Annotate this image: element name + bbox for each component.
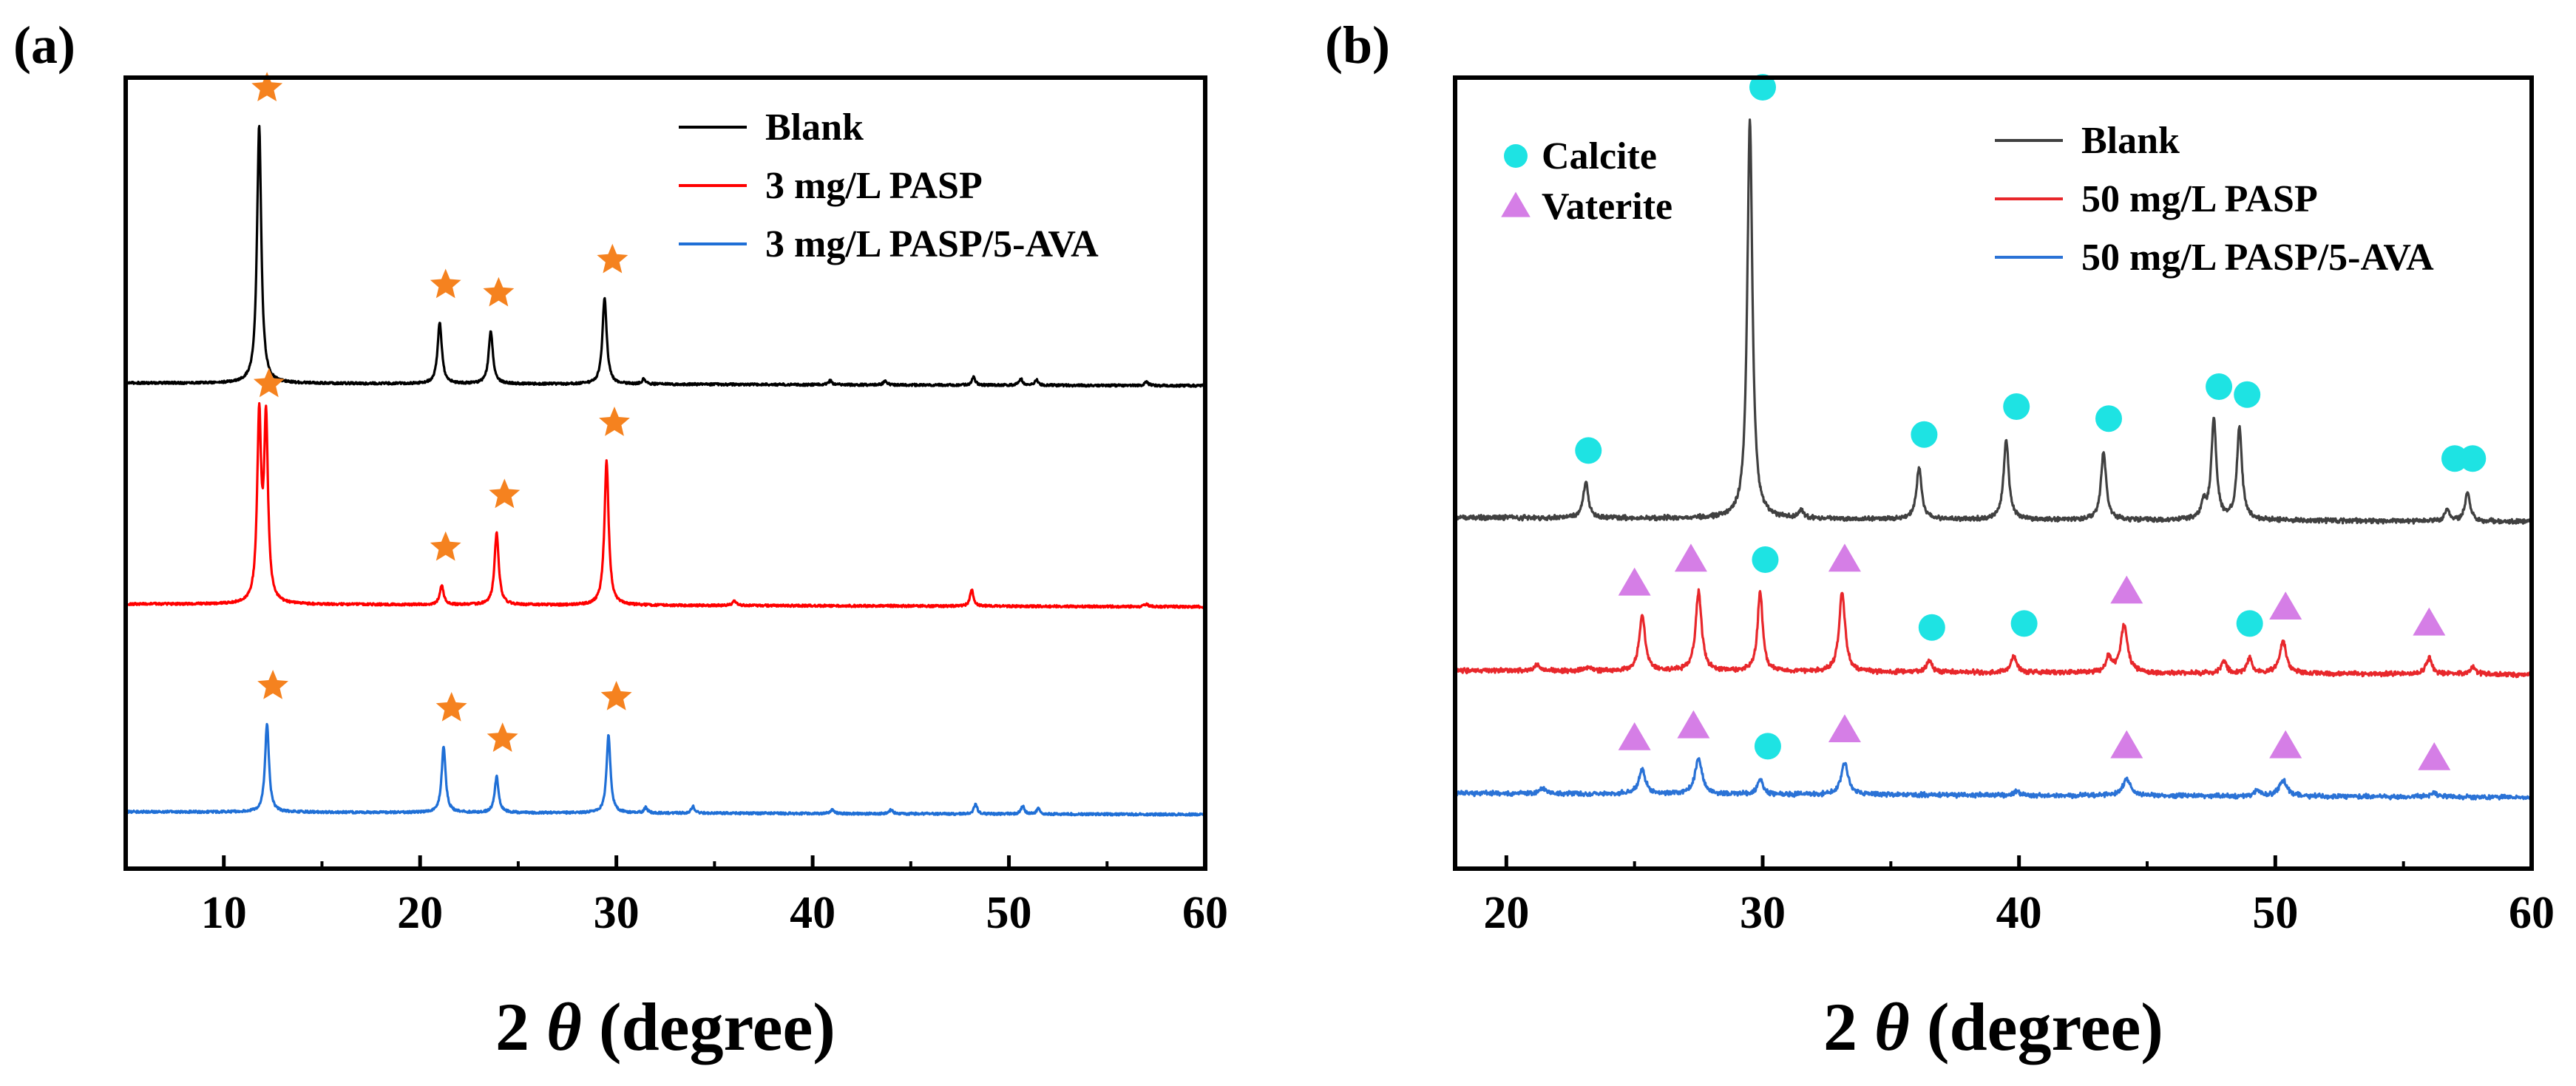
panel-b-x-tick-label-1: 20 [1483, 888, 1529, 938]
panel-b-trace-1 [1454, 118, 2533, 525]
panel-b-plot-frame [1453, 75, 2534, 871]
panel-b-series-2-marker-10-triangle-icon [2413, 607, 2446, 636]
panel-b-phase-legend: Calcite Vaterite [1501, 135, 1672, 228]
panel-b-x-tick-label-3: 40 [1996, 888, 2042, 938]
panel-b-markers [1575, 74, 2487, 770]
panel-a-series-1-marker-1-star-icon [251, 72, 283, 101]
panel-b-series-1-marker-2-circle-icon [1749, 74, 1776, 101]
panel-b-x-axis-title: 2 θ (degree) [1823, 989, 2163, 1065]
panel-a-series-2-marker-3-star-icon [489, 478, 521, 509]
panel-a-series-3-marker-4-star-icon [600, 681, 632, 710]
panel-b-series-3-marker-3-circle-icon [1754, 733, 1781, 760]
panel-b-series-1-marker-6-circle-icon [2206, 373, 2233, 400]
panel-a-series-1-marker-2-star-icon [430, 268, 461, 299]
panel-b-x-tick-label-2: 30 [1740, 888, 1786, 938]
panel-b-series-2-marker-8-circle-icon [2236, 610, 2263, 637]
panel-b-series-1-marker-1-circle-icon [1575, 437, 1602, 464]
panel-b-series-1-marker-5-circle-icon [2095, 405, 2122, 432]
panel-b-series-1-marker-9-circle-icon [2459, 445, 2487, 472]
panel-a-series-2-marker-4-star-icon [599, 407, 630, 436]
panel-a-x-tick-label-5: 50 [986, 888, 1032, 938]
panel-a-markers [251, 72, 632, 752]
panel-a-x-tick-label-3: 30 [594, 888, 640, 938]
panel-a-x-axis-title-theta: θ [546, 989, 582, 1065]
panel-a-trace-1 [125, 124, 1207, 388]
panel-b-series-2-marker-9-triangle-icon [2269, 591, 2302, 620]
panel-b-series-2-marker-4-triangle-icon [1828, 543, 1861, 572]
panel-b-series-3-marker-4-triangle-icon [1828, 714, 1861, 742]
panel-a-series-1-marker-4-star-icon [597, 243, 628, 274]
panel-a-series-2-marker-2-star-icon [430, 531, 461, 561]
panel-b-x-tick-label-5: 60 [2509, 888, 2555, 938]
panel-b-series-2-marker-7-triangle-icon [2110, 575, 2143, 604]
panel-b-phase-legend-circle-icon [1504, 144, 1528, 168]
panel-a-traces [124, 124, 1207, 817]
panel-a-x-axis-title-prefix: 2 [495, 989, 529, 1065]
panel-a-series-3-marker-1-star-icon [257, 670, 288, 699]
panel-b-series-3-marker-6-triangle-icon [2269, 730, 2302, 758]
panel-a-series-3-marker-2-star-icon [435, 692, 467, 722]
panel-a-series-3-marker-3-star-icon [487, 722, 518, 752]
panel-b-legend: Blank 50 mg/L PASP 50 mg/L PASP/5-AVA [1995, 120, 2434, 279]
panel-a-legend: Blank 3 mg/L PASP 3 mg/L PASP/5-AVA [679, 106, 1099, 265]
panel-b-legend-label-1: Blank [2081, 120, 2180, 162]
panel-b-legend-label-3: 50 mg/L PASP/5-AVA [2081, 237, 2434, 279]
panel-b-series-1-marker-7-circle-icon [2234, 381, 2261, 408]
panel-a-x-tick-label-6: 60 [1182, 888, 1228, 938]
panel-a-x-axis-title-unit: (degree) [599, 989, 835, 1065]
panel-b-x-tick-label-4: 50 [2252, 888, 2298, 938]
panel-b-trace-3 [1454, 757, 2533, 801]
panel-b-traces [1454, 118, 2533, 801]
panel-a-x-tick-label-2: 20 [397, 888, 443, 938]
panel-b-x-axis-title-prefix: 2 [1823, 989, 1857, 1065]
panel-b-phase-legend-triangle-icon [1501, 191, 1531, 217]
panel-b: (b) Calcite Vaterite Blank 50 mg/L PASP 50 … [1325, 16, 2555, 1065]
panel-a-trace-3 [124, 722, 1207, 817]
panel-b-x-ticks: 20 30 40 50 60 [1483, 855, 2555, 938]
panel-a-series-2-marker-1-star-icon [253, 367, 285, 398]
panel-b-series-2-marker-5-circle-icon [1918, 614, 1945, 641]
panel-b-series-3-marker-2-triangle-icon [1677, 710, 1710, 739]
panel-b-series-1-marker-3-circle-icon [1911, 421, 1938, 448]
panel-b-series-3-marker-5-triangle-icon [2110, 730, 2143, 758]
panel-b-series-2-marker-2-triangle-icon [1674, 543, 1707, 572]
panel-a-plot-frame [123, 75, 1207, 871]
panel-b-legend-label-2: 50 mg/L PASP [2081, 178, 2318, 220]
panel-b-series-3-marker-7-triangle-icon [2418, 742, 2451, 770]
panel-b-x-axis-title-theta: θ [1874, 989, 1910, 1065]
panel-a-x-tick-label-1: 10 [201, 888, 247, 938]
panel-a-legend-label-1: Blank [765, 106, 864, 149]
panel-b-x-axis-title-unit: (degree) [1927, 989, 2163, 1065]
panel-a: (a) Blank 3 mg/L PASP 3 mg/L PASP/5-AVA 10… [13, 16, 1228, 1065]
panel-b-phase-legend-label-1: Calcite [1542, 135, 1657, 177]
panel-a-trace-2 [124, 401, 1207, 609]
panel-b-series-2-marker-1-triangle-icon [1618, 567, 1651, 596]
panel-b-phase-legend-label-2: Vaterite [1542, 186, 1672, 228]
panel-b-trace-2 [1454, 588, 2533, 679]
panel-b-series-2-marker-6-circle-icon [2010, 610, 2038, 637]
panel-b-series-1-marker-4-circle-icon [2003, 393, 2030, 420]
panel-b-series-2-marker-3-circle-icon [1752, 546, 1779, 573]
panel-a-legend-label-3: 3 mg/L PASP/5-AVA [765, 223, 1099, 265]
panel-a-label: (a) [13, 16, 75, 75]
panel-a-x-tick-label-4: 40 [790, 888, 835, 938]
panel-b-label: (b) [1325, 16, 1390, 75]
panel-a-x-ticks: 10 20 30 40 50 60 [124, 855, 1228, 938]
panel-a-legend-label-2: 3 mg/L PASP [765, 165, 983, 207]
panel-a-series-1-marker-3-star-icon [483, 276, 515, 307]
panel-b-series-3-marker-1-triangle-icon [1618, 722, 1651, 750]
panel-a-x-axis-title: 2 θ (degree) [495, 989, 835, 1065]
